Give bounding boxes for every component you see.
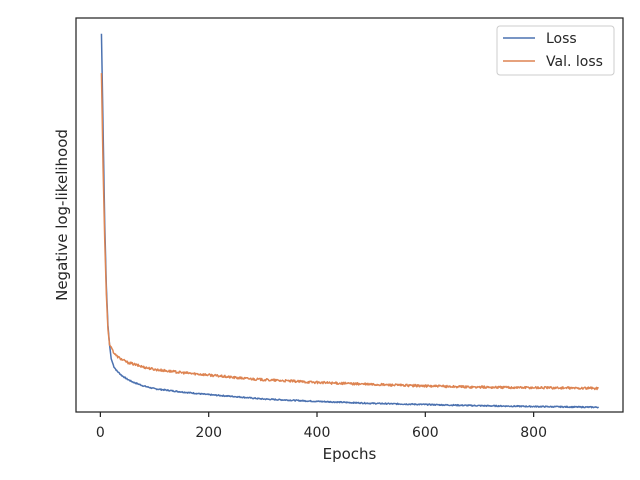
series-line-val-loss [100, 73, 600, 391]
legend-label-loss: Loss [546, 31, 577, 47]
x-tick-label: 200 [195, 425, 222, 441]
legend-label-val-loss: Val. loss [546, 54, 603, 70]
x-tick-label: 0 [96, 425, 105, 441]
series-layer [100, 33, 600, 409]
y-axis-title: Negative log-likelihood [53, 129, 71, 301]
plot-frame [75, 17, 624, 413]
x-axis-title: Epochs [323, 445, 377, 463]
x-tick-label: 600 [412, 425, 439, 441]
x-axis: 0 200 400 600 800 [96, 412, 547, 441]
x-tick-label: 800 [520, 425, 547, 441]
x-tick-label: 400 [304, 425, 331, 441]
legend: Loss Val. loss [496, 25, 615, 76]
series-line-loss [100, 33, 600, 409]
plot-background [76, 18, 623, 412]
